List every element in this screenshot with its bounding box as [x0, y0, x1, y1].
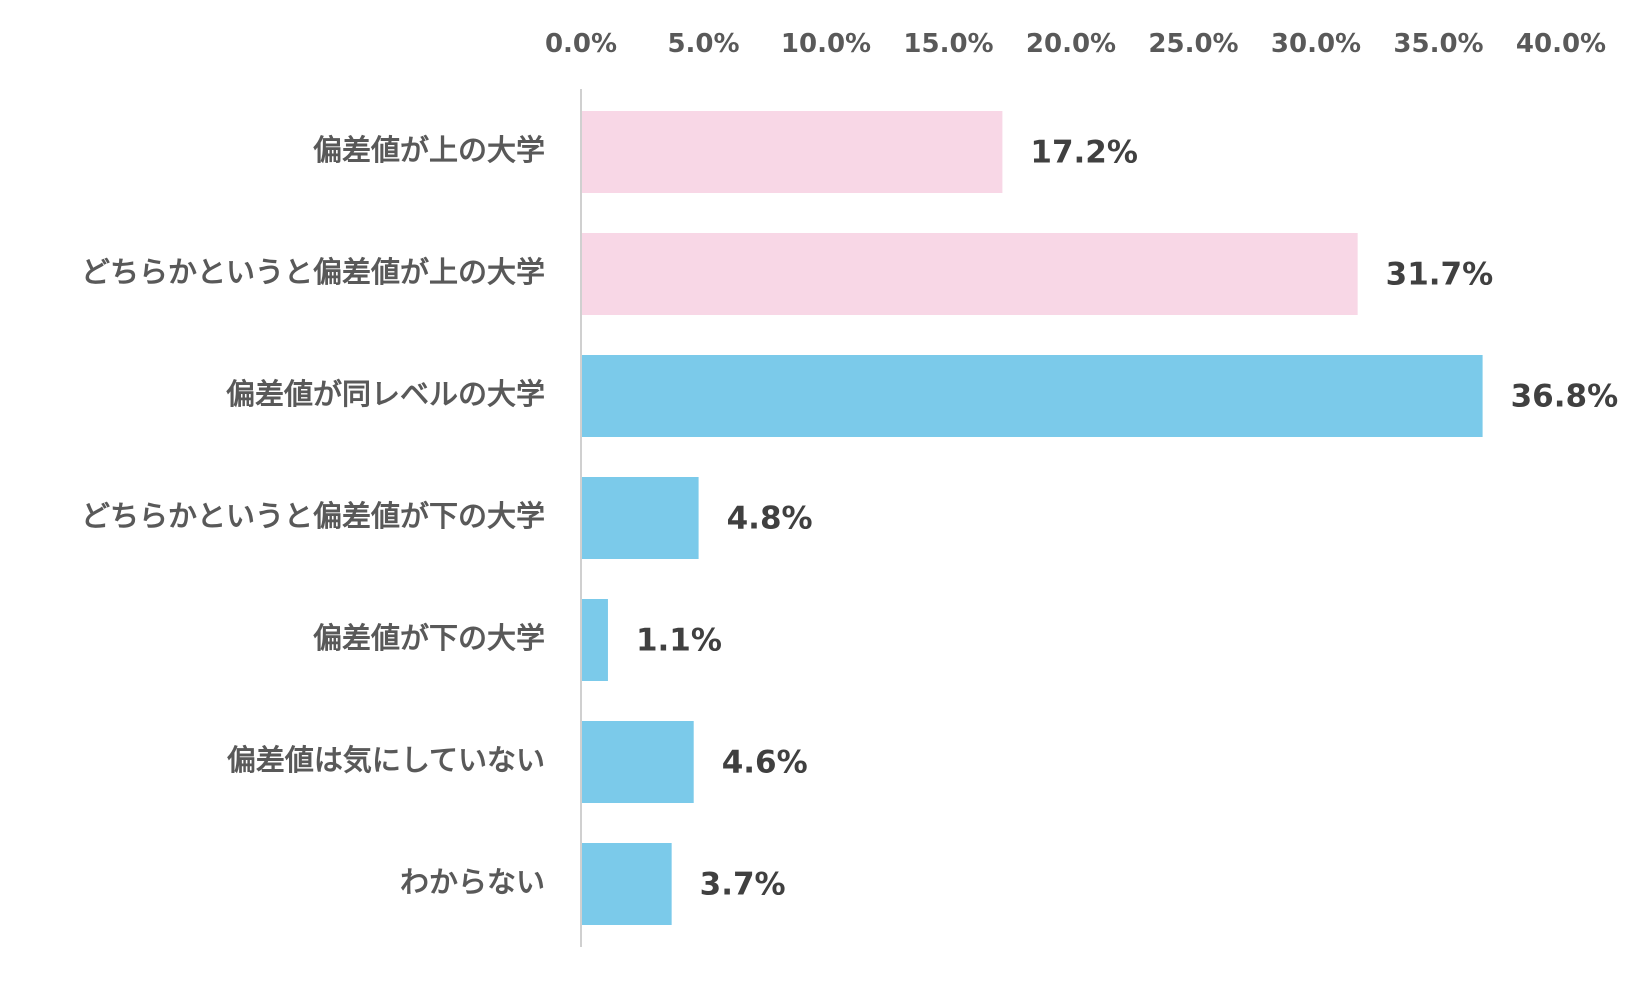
category-label: 偏差値が上の大学 — [313, 133, 545, 167]
bar — [582, 843, 672, 925]
category-label: 偏差値は気にしていない — [227, 743, 545, 777]
category-label: わからない — [400, 865, 545, 899]
category-label: 偏差値が同レベルの大学 — [226, 377, 545, 411]
category-label: どちらかというと偏差値が上の大学 — [81, 255, 545, 289]
bar — [582, 477, 699, 559]
x-tick-label: 0.0% — [545, 29, 617, 59]
value-label: 4.6% — [722, 745, 808, 781]
value-label: 17.2% — [1030, 135, 1138, 171]
bar — [582, 111, 1003, 193]
x-tick-label: 40.0% — [1516, 29, 1606, 59]
bar — [582, 599, 608, 681]
x-tick-label: 10.0% — [781, 29, 871, 59]
x-axis-ticks: 0.0% 5.0% 10.0% 15.0% 20.0% 25.0% 30.0% 35.0% 40… — [545, 29, 1606, 59]
bar — [582, 721, 694, 803]
x-tick-label: 25.0% — [1148, 29, 1238, 59]
category-labels: 偏差値が上の大学どちらかというと偏差値が上の大学偏差値が同レベルの大学どちらかと… — [81, 133, 545, 899]
category-label: 偏差値が下の大学 — [313, 621, 545, 655]
value-label: 4.8% — [727, 501, 813, 537]
bars — [582, 111, 1483, 925]
x-tick-label: 20.0% — [1026, 29, 1116, 59]
value-label: 31.7% — [1386, 257, 1494, 293]
value-label: 36.8% — [1511, 379, 1619, 415]
x-tick-label: 35.0% — [1393, 29, 1483, 59]
value-label: 1.1% — [636, 623, 722, 659]
value-label: 3.7% — [700, 867, 786, 903]
bar — [582, 355, 1483, 437]
x-tick-label: 15.0% — [903, 29, 993, 59]
x-tick-label: 30.0% — [1271, 29, 1361, 59]
category-label: どちらかというと偏差値が下の大学 — [81, 499, 545, 533]
value-labels: 17.2% 31.7% 36.8% 4.8% 1.1% 4.6% 3.7% — [636, 135, 1618, 903]
x-tick-label: 5.0% — [667, 29, 739, 59]
bar — [582, 233, 1358, 315]
